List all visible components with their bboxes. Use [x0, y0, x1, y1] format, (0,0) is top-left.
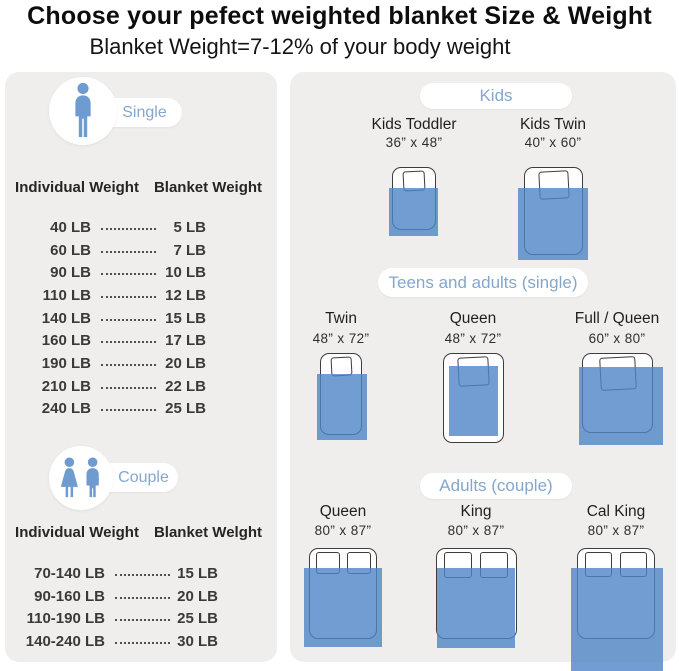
blanket-overlay	[518, 188, 588, 260]
individual-weight-value: 110 LB	[42, 286, 91, 304]
bed-name-label: Twin	[325, 310, 357, 327]
table-row: 110-190 LB 25 LB	[10, 607, 272, 630]
blanket-overlay	[317, 374, 367, 440]
table-row: 90 LB 10 LB	[10, 261, 272, 284]
section-title-pill: Kids	[420, 83, 572, 109]
single-badge-label: Single	[122, 103, 167, 121]
individual-weight-value: 190 LB	[41, 354, 91, 372]
dotted-leader	[115, 573, 170, 576]
dotted-leader	[101, 272, 156, 276]
bed-size-label: 80” x 87”	[587, 523, 645, 538]
person-icon	[75, 82, 91, 137]
blanket-weight-value: 25 LB	[165, 400, 206, 418]
dotted-leader	[101, 227, 156, 230]
bed-name-label: Queen	[449, 310, 497, 327]
dotted-leader	[101, 363, 156, 366]
table-row: 40 LB 5 LB	[10, 216, 272, 239]
table-row: 70-140 LB 15 LB	[10, 562, 272, 585]
table-row: 90-160 LB 20 LB	[10, 585, 272, 608]
blanket-weight-value: 20 LB	[165, 354, 206, 372]
individual-weight-value: 110-190 LB	[26, 610, 105, 628]
weight-tables-panel: Single Individual Weight Blanket Weight …	[5, 72, 277, 662]
couple-icon	[60, 457, 99, 498]
blanket-weight-value: 10 LB	[165, 264, 206, 282]
blanket-weight-value: 7 LB	[173, 241, 206, 259]
dotted-leader	[101, 250, 156, 253]
blanket-weight-value: 25 LB	[177, 610, 218, 628]
table-row: 240 LB 25 LB	[10, 398, 272, 421]
couple-col1-header: Individual Weight	[15, 524, 139, 541]
table-row: 110 LB 12 LB	[10, 284, 272, 307]
bed-name-label: Queen	[319, 503, 367, 520]
blanket-overlay	[304, 568, 382, 647]
bed-sizes-panel: Kids Kids Toddler 36” x 48” Kids Twin 40” x …	[290, 72, 676, 671]
blanket-weight-value: 20 LB	[177, 587, 218, 605]
table-row: 140-240 LB 30 LB	[10, 630, 272, 653]
dotted-leader	[101, 386, 156, 389]
blanket-overlay	[579, 367, 663, 445]
section-title-pill: Adults (couple)	[420, 473, 572, 499]
bed-size-label: 80” x 87”	[314, 523, 372, 538]
individual-weight-value: 140-240 LB	[25, 632, 105, 650]
blanket-weight-value: 15 LB	[177, 564, 218, 582]
couple-col2-header: Blanket Welght	[153, 524, 263, 541]
individual-weight-value: 140 LB	[41, 309, 91, 327]
bed-name-label: Kids Twin	[519, 116, 587, 133]
couple-weight-table: 70-140 LB 15 LB 90-160 LB 20 LB 110-190 LB 25…	[10, 562, 272, 653]
individual-weight-value: 60 LB	[50, 241, 91, 259]
table-row: 190 LB 20 LB	[10, 352, 272, 375]
couple-badge-label: Couple	[118, 468, 169, 486]
couple-table-header: Individual Weight Blanket Welght	[9, 524, 273, 541]
table-row: 60 LB 7 LB	[10, 239, 272, 262]
single-col1-header: Individual Weight	[15, 179, 139, 196]
individual-weight-value: 210 LB	[41, 377, 91, 395]
individual-weight-value: 90-160 LB	[34, 587, 105, 605]
page-title: Choose your pefect weighted blanket Size…	[27, 2, 652, 30]
dotted-leader	[101, 295, 156, 298]
dotted-leader	[115, 641, 170, 644]
single-badge-circle	[49, 77, 117, 145]
couple-badge-circle	[49, 446, 113, 510]
dotted-leader	[115, 618, 170, 622]
dotted-leader	[101, 318, 156, 321]
bed-name-label: King	[460, 503, 492, 520]
bed-size-label: 60” x 80”	[588, 331, 646, 346]
individual-weight-value: 160 LB	[41, 332, 91, 350]
page-subtitle: Blanket Weight=7-12% of your body weight	[89, 34, 511, 59]
blanket-weight-value: 15 LB	[165, 309, 206, 327]
section-title-pill: Teens and adults (single)	[378, 268, 588, 297]
table-row: 140 LB 15 LB	[10, 307, 272, 330]
bed-size-label: 36” x 48”	[385, 135, 443, 150]
blanket-weight-value: 12 LB	[165, 286, 206, 304]
single-col2-header: Blanket Weight	[153, 179, 263, 196]
table-row: 210 LB 22 LB	[10, 375, 272, 398]
bed-name-label: Full / Queen	[574, 310, 660, 327]
bed-size-label: 48” x 72”	[312, 331, 370, 346]
dotted-leader	[101, 340, 156, 344]
dotted-leader	[115, 596, 170, 599]
blanket-overlay	[389, 188, 438, 236]
single-table-header: Individual Weight Blanket Weight	[9, 179, 273, 196]
individual-weight-value: 40 LB	[50, 218, 91, 236]
blanket-overlay	[449, 366, 498, 436]
individual-weight-value: 70-140 LB	[34, 564, 105, 582]
individual-weight-value: 240 LB	[41, 400, 91, 418]
blanket-weight-value: 17 LB	[165, 332, 206, 350]
bed-size-label: 80” x 87”	[447, 523, 505, 538]
bed-size-label: 48” x 72”	[444, 331, 502, 346]
blanket-weight-value: 22 LB	[165, 377, 206, 395]
bed-name-label: Cal King	[586, 503, 646, 520]
dotted-leader	[101, 408, 156, 412]
bed-size-label: 40” x 60”	[524, 135, 582, 150]
blanket-overlay	[437, 568, 515, 648]
table-row: 160 LB 17 LB	[10, 329, 272, 352]
blanket-overlay	[571, 568, 663, 671]
blanket-weight-value: 5 LB	[173, 218, 206, 236]
blanket-weight-value: 30 LB	[177, 632, 218, 650]
single-weight-table: 40 LB 5 LB 60 LB 7 LB 90 LB 10 LB 110 LB 12 LB 1…	[10, 216, 272, 420]
bed-name-label: Kids Toddler	[371, 116, 457, 133]
individual-weight-value: 90 LB	[50, 264, 91, 282]
